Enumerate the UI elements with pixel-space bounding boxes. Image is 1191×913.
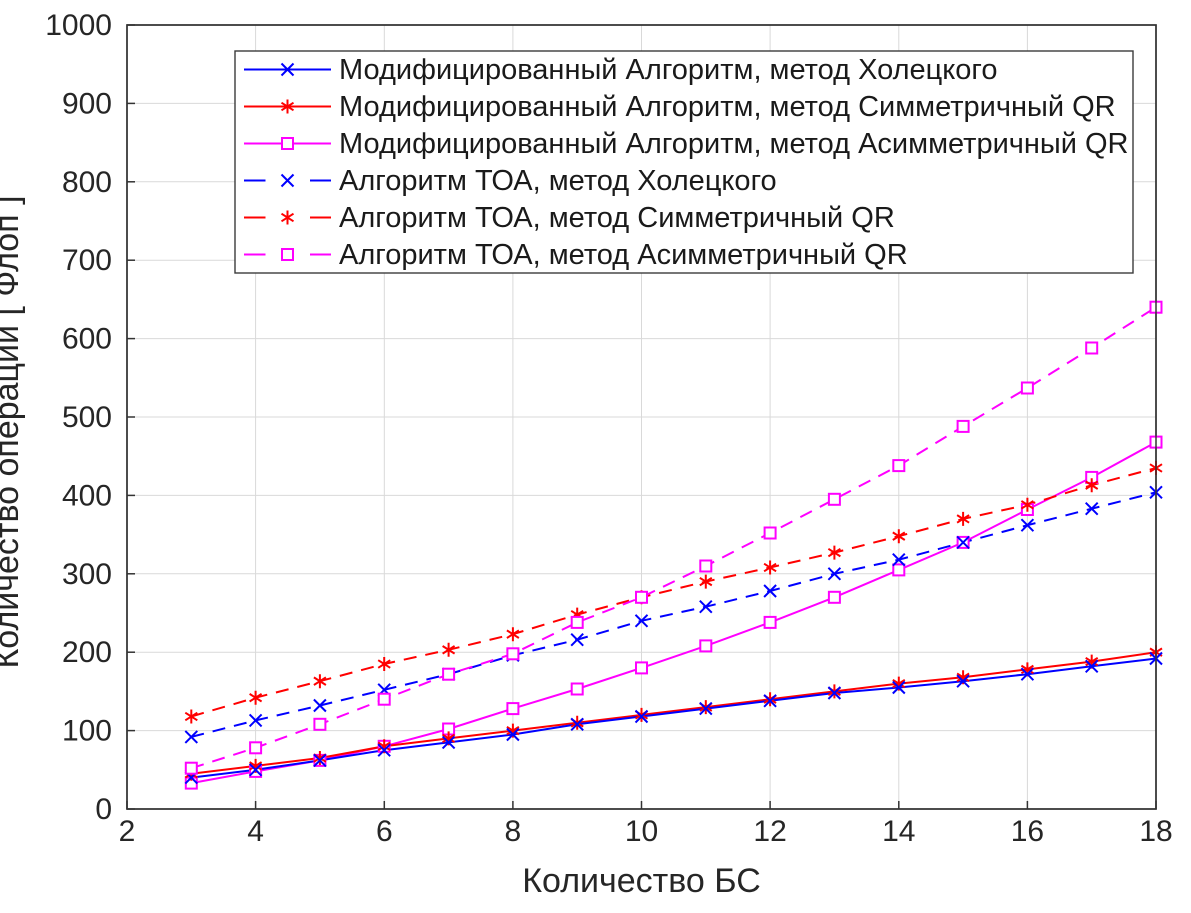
- svg-text:1000: 1000: [45, 9, 112, 42]
- svg-text:400: 400: [62, 479, 112, 512]
- svg-text:6: 6: [376, 815, 393, 848]
- svg-text:200: 200: [62, 636, 112, 669]
- svg-text:10: 10: [625, 815, 658, 848]
- svg-text:14: 14: [882, 815, 915, 848]
- svg-text:8: 8: [505, 815, 522, 848]
- svg-text:16: 16: [1011, 815, 1044, 848]
- svg-text:500: 500: [62, 401, 112, 434]
- svg-text:0: 0: [95, 793, 112, 826]
- svg-text:300: 300: [62, 558, 112, 591]
- svg-text:Модифицированный Алгоритм, мет: Модифицированный Алгоритм, метод Симметр…: [339, 91, 1116, 123]
- svg-text:Алгоритм ТОА, метод Асимметрич: Алгоритм ТОА, метод Асимметричный QR: [339, 239, 908, 271]
- svg-text:Модифицированный Алгоритм, мет: Модифицированный Алгоритм, метод Холецко…: [339, 54, 997, 86]
- svg-text:900: 900: [62, 87, 112, 120]
- svg-text:18: 18: [1139, 815, 1172, 848]
- svg-text:700: 700: [62, 244, 112, 277]
- svg-text:100: 100: [62, 715, 112, 748]
- svg-text:4: 4: [247, 815, 264, 848]
- svg-text:600: 600: [62, 323, 112, 356]
- svg-text:12: 12: [753, 815, 786, 848]
- svg-text:800: 800: [62, 166, 112, 199]
- svg-text:Количество БС: Количество БС: [522, 862, 761, 900]
- svg-text:2: 2: [119, 815, 136, 848]
- svg-text:Модифицированный Алгоритм, мет: Модифицированный Алгоритм, метод Асиммет…: [339, 128, 1129, 160]
- svg-text:Алгоритм ТОА, метод Симметричн: Алгоритм ТОА, метод Симметричный QR: [339, 202, 895, 234]
- svg-text:Количество операций [ Флоп ]: Количество операций [ Флоп ]: [0, 195, 26, 668]
- svg-text:Алгоритм ТОА, метод Холецкого: Алгоритм ТОА, метод Холецкого: [339, 165, 777, 197]
